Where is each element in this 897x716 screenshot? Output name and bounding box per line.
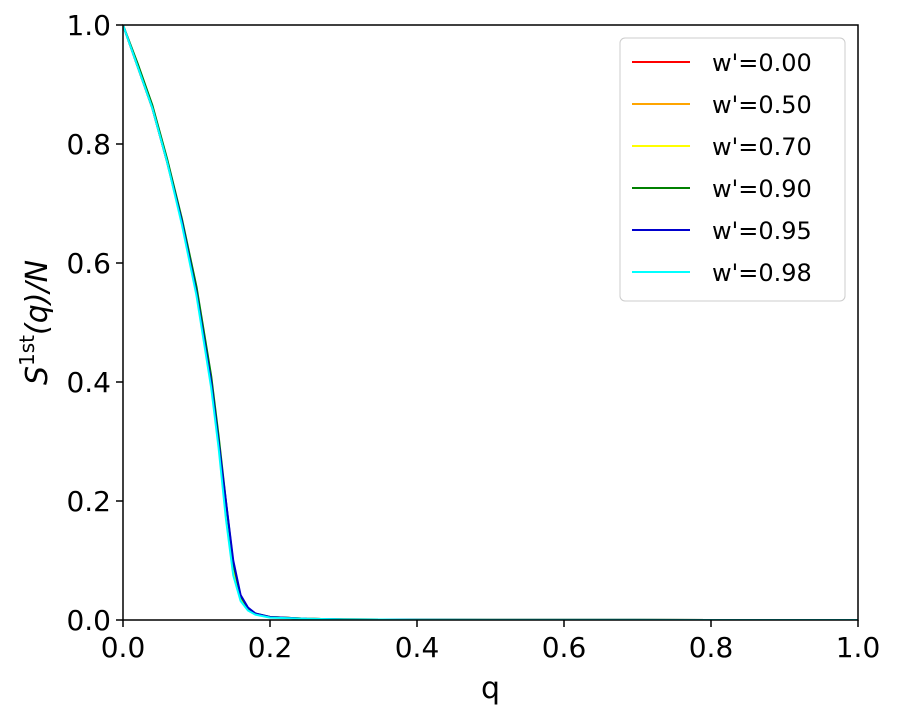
y-tick-label: 0.0 [66,604,111,637]
legend-label: w'=0.90 [712,175,812,203]
y-axis-label-rest: (q)/N [20,260,55,335]
x-axis-ticks: 0.0 0.2 0.4 0.6 0.8 1.0 [101,620,881,664]
legend-label: w'=0.50 [712,91,812,119]
plot-frame [122,24,859,621]
x-tick-label: 1.0 [836,631,881,664]
y-tick-label: 0.6 [66,247,111,280]
legend-label: w'=0.70 [712,133,812,161]
x-tick-label: 0.8 [689,631,734,664]
y-axis-label-superscript: 1st [15,335,39,366]
y-tick-label: 1.0 [66,9,111,42]
y-tick-label: 0.2 [66,485,111,518]
legend-label: w'=0.98 [712,259,812,287]
y-axis-label-base: S [20,366,55,385]
y-tick-label: 0.4 [66,366,111,399]
x-tick-label: 0.0 [101,631,146,664]
legend-label: w'=0.95 [712,217,812,245]
legend-label: w'=0.00 [712,49,812,77]
x-tick-label: 0.6 [542,631,587,664]
legend: w'=0.00 w'=0.50 w'=0.70 w'=0.90 w'=0.95 w'=0.… [619,37,846,302]
y-tick-label: 0.8 [66,128,111,161]
x-tick-label: 0.4 [395,631,440,664]
x-axis-label: q [481,671,500,706]
x-tick-label: 0.2 [248,631,293,664]
y-axis-ticks: 0.0 0.2 0.4 0.6 0.8 1.0 [66,9,123,637]
y-axis-label: S1st(q)/N [15,260,55,385]
